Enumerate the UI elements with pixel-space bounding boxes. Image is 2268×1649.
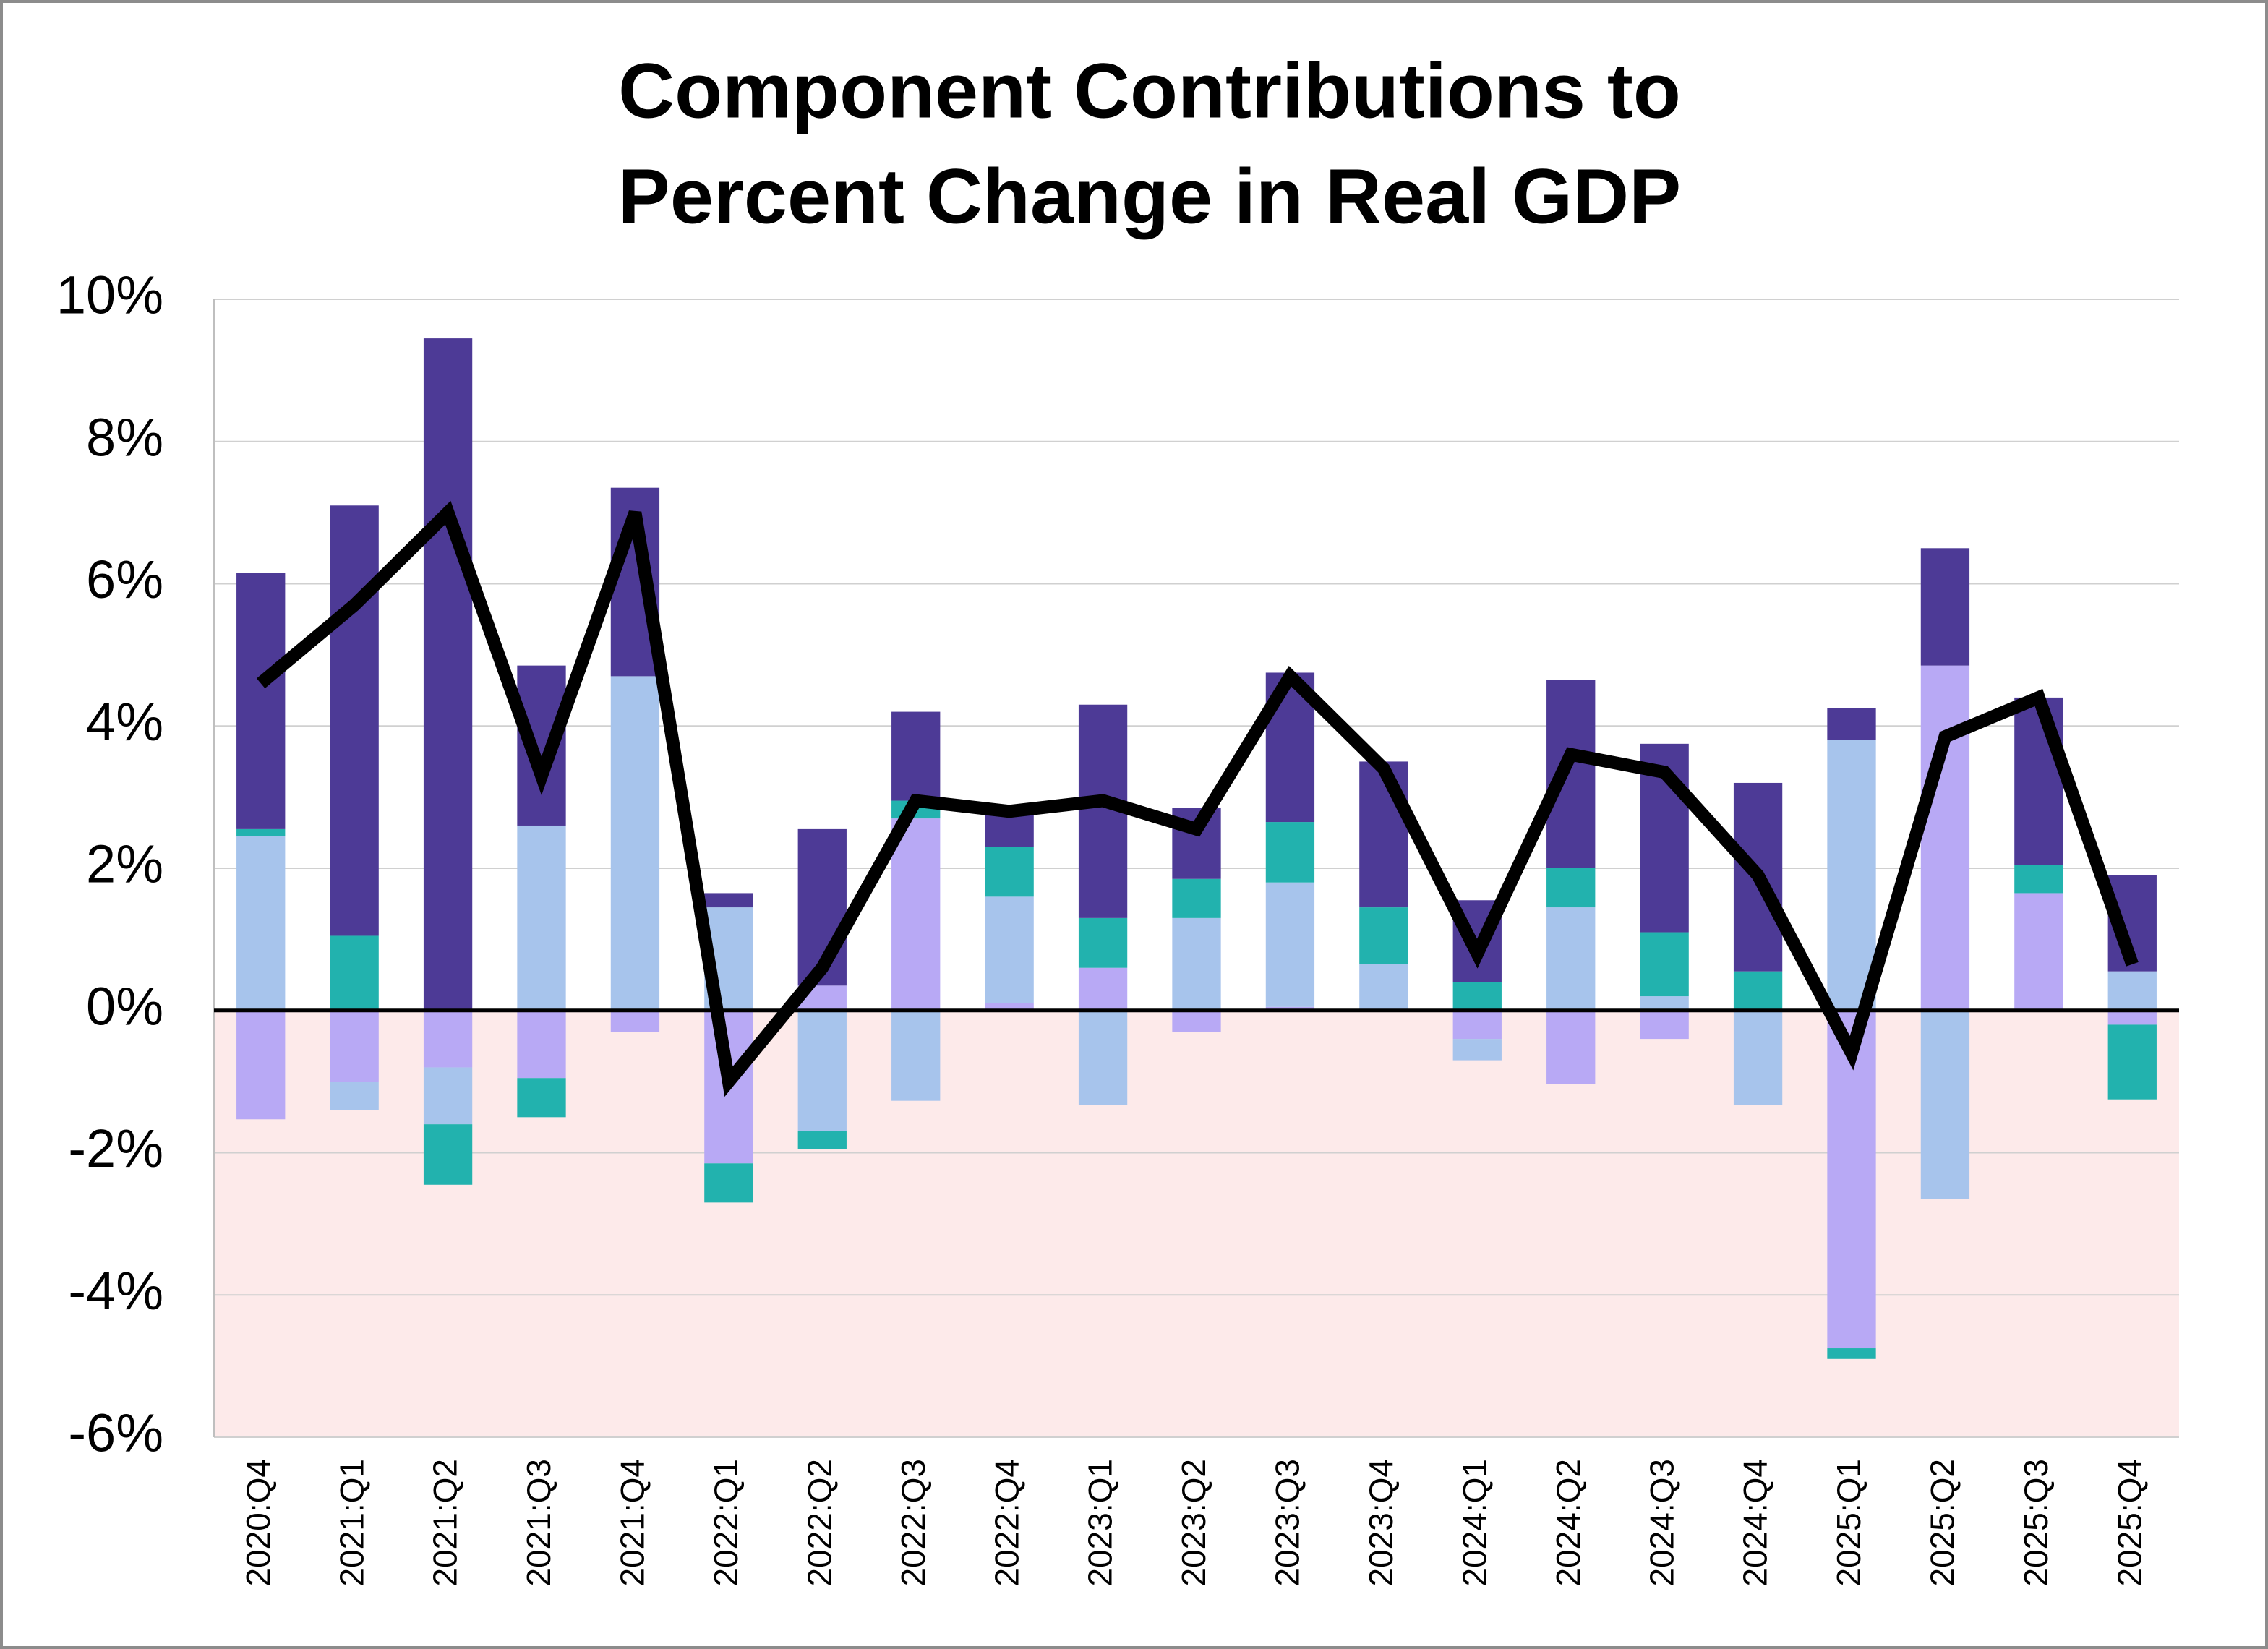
x-tick-label: 2024:Q2 bbox=[1549, 1459, 1587, 1586]
x-tick-label: 2025:Q2 bbox=[1924, 1459, 1961, 1586]
x-tick-label: 2021:Q3 bbox=[520, 1459, 557, 1586]
bar-segment bbox=[1546, 907, 1596, 1011]
y-tick-label: -2% bbox=[68, 1118, 163, 1178]
bar-segment bbox=[330, 1010, 379, 1082]
bar-segment bbox=[1733, 971, 1783, 1011]
bar-segment bbox=[330, 1082, 379, 1110]
bar-segment bbox=[1359, 907, 1408, 964]
x-tick-label: 2021:Q2 bbox=[427, 1459, 464, 1586]
bar-segment bbox=[1078, 967, 1128, 1011]
x-tick-label: 2022:Q3 bbox=[894, 1459, 932, 1586]
bar-segment bbox=[1546, 680, 1596, 868]
bar-segment bbox=[1920, 548, 1970, 666]
bar-segment bbox=[610, 676, 660, 1011]
bar-segment bbox=[2014, 697, 2063, 865]
bar-segment bbox=[1359, 761, 1408, 908]
x-tick-label: 2023:Q2 bbox=[1175, 1459, 1212, 1586]
bar-segment bbox=[517, 825, 566, 1011]
bar-segment bbox=[1640, 932, 1689, 997]
bar-segment bbox=[891, 1010, 941, 1101]
bar-segment bbox=[704, 1163, 753, 1203]
chart-title: Percent Change in Real GDP bbox=[618, 153, 1681, 240]
bar-segment bbox=[1452, 982, 1502, 1011]
negative-region bbox=[214, 1010, 2179, 1437]
bar-segment bbox=[891, 711, 941, 801]
bar-segment bbox=[2014, 893, 2063, 1011]
bar-segment bbox=[1920, 1010, 1970, 1199]
bar-segment bbox=[517, 1078, 566, 1118]
bar-segment bbox=[423, 338, 473, 1011]
bar-segment bbox=[704, 893, 753, 908]
bar-segment bbox=[985, 1003, 1034, 1011]
bar-segment bbox=[1640, 1010, 1689, 1040]
y-tick-label: 2% bbox=[86, 834, 163, 894]
x-tick-label: 2022:Q4 bbox=[988, 1459, 1025, 1586]
bar-segment bbox=[1452, 1010, 1502, 1040]
bar-segment bbox=[1078, 917, 1128, 968]
bar-segment bbox=[797, 1010, 847, 1131]
bar-segment bbox=[797, 1131, 847, 1149]
bar-segment bbox=[891, 818, 941, 1011]
bar-segment bbox=[1359, 964, 1408, 1011]
y-tick-label: 4% bbox=[86, 692, 163, 752]
bar-segment bbox=[2107, 971, 2157, 1011]
y-tick-label: -6% bbox=[68, 1403, 163, 1463]
bar-segment bbox=[1265, 822, 1315, 883]
bar-segment bbox=[423, 1124, 473, 1185]
x-tick-label: 2025:Q4 bbox=[2110, 1459, 2148, 1586]
x-tick-label: 2022:Q2 bbox=[800, 1459, 838, 1586]
bar-segment bbox=[236, 828, 286, 836]
total-line bbox=[256, 500, 2139, 1097]
bar-segment bbox=[2014, 865, 2063, 894]
bar-segment bbox=[423, 1067, 473, 1125]
x-tick-label: 2021:Q4 bbox=[614, 1459, 651, 1586]
bar-segment bbox=[1827, 708, 1876, 740]
bar-segment bbox=[517, 1010, 566, 1079]
y-tick-label: 8% bbox=[86, 407, 163, 467]
bar-segment bbox=[1172, 917, 1221, 1011]
bar-segment bbox=[1827, 740, 1876, 1011]
bar-segment bbox=[1452, 1039, 1502, 1061]
x-tick-label: 2023:Q3 bbox=[1269, 1459, 1306, 1586]
bar-segment bbox=[1265, 882, 1315, 1007]
bar-segment bbox=[985, 896, 1034, 1003]
bar-segment bbox=[236, 1010, 286, 1120]
y-tick-label: 0% bbox=[86, 976, 163, 1036]
bar-segment bbox=[1546, 1010, 1596, 1084]
bar-segment bbox=[236, 836, 286, 1011]
y-tick-label: 6% bbox=[86, 549, 163, 609]
bar-segment bbox=[1827, 1348, 1876, 1359]
bar-segment bbox=[985, 847, 1034, 897]
bar-segment bbox=[2107, 1024, 2157, 1100]
x-tick-label: 2023:Q4 bbox=[1362, 1459, 1400, 1586]
bar-segment bbox=[2107, 1010, 2157, 1025]
chart-title: Component Contributions to bbox=[618, 47, 1681, 134]
bar-segment bbox=[1733, 1010, 1783, 1105]
bar-segment bbox=[1920, 665, 1970, 1011]
x-tick-label: 2021:Q1 bbox=[333, 1459, 370, 1586]
y-tick-label: 10% bbox=[56, 265, 163, 325]
x-tick-label: 2024:Q3 bbox=[1643, 1459, 1680, 1586]
y-tick-label: -4% bbox=[68, 1261, 163, 1321]
bar-segment bbox=[1640, 996, 1689, 1011]
x-tick-label: 2023:Q1 bbox=[1082, 1459, 1119, 1586]
bar-segment bbox=[330, 505, 379, 936]
x-tick-label: 2020:Q4 bbox=[239, 1459, 277, 1586]
bar-segment bbox=[236, 573, 286, 829]
bar-segment bbox=[1078, 1010, 1128, 1105]
bar-segment bbox=[423, 1010, 473, 1068]
bar-segment bbox=[330, 935, 379, 1011]
bar-segment bbox=[1546, 868, 1596, 908]
bar-segment bbox=[610, 1010, 660, 1032]
x-tick-label: 2024:Q4 bbox=[1737, 1459, 1774, 1586]
bar-segment bbox=[1172, 1010, 1221, 1032]
x-tick-label: 2025:Q1 bbox=[1830, 1459, 1867, 1586]
bar-segment bbox=[1172, 878, 1221, 918]
x-tick-label: 2025:Q3 bbox=[2017, 1459, 2055, 1586]
x-tick-label: 2024:Q1 bbox=[1455, 1459, 1493, 1586]
x-tick-label: 2022:Q1 bbox=[707, 1459, 745, 1586]
